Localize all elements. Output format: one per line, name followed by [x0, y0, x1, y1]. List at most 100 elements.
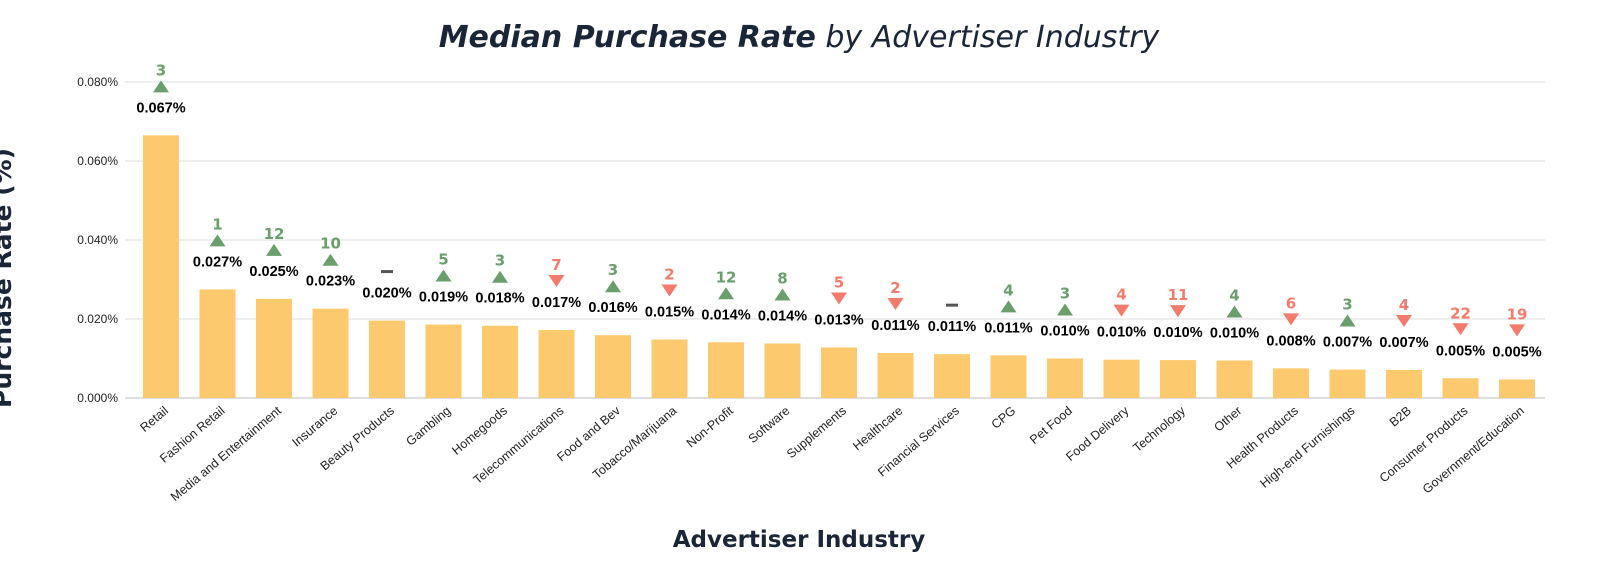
chart-title-rest: by Advertiser Industry — [815, 20, 1160, 55]
x-tick-label: Government/Education — [1420, 404, 1527, 497]
bar — [1386, 369, 1422, 398]
bar — [1442, 378, 1479, 398]
rank-change-label: 3 — [1060, 285, 1070, 303]
x-tick-label: Retail — [137, 404, 170, 435]
x-tick-label: Pet Food — [1027, 404, 1075, 447]
rank-up-icon — [605, 280, 621, 293]
rank-up-icon — [1000, 300, 1017, 313]
bar-value-label: 0.005% — [1492, 344, 1541, 360]
y-tick-label: 0.020% — [77, 312, 118, 326]
rank-change-label: 5 — [834, 273, 844, 291]
bar-value-label: 0.027% — [193, 254, 242, 270]
bar-value-label: 0.011% — [871, 318, 919, 334]
x-tick-label: Insurance — [289, 404, 340, 450]
bar — [143, 135, 179, 398]
x-tick-label: Gambling — [403, 404, 453, 449]
bar-value-label: 0.005% — [1436, 343, 1485, 359]
rank-up-icon — [153, 80, 169, 93]
rank-up-icon — [1339, 314, 1356, 327]
bar — [764, 343, 801, 398]
bar-value-label: 0.023% — [306, 274, 355, 290]
bar — [538, 330, 575, 398]
bar — [1103, 359, 1140, 398]
rank-change-label: 3 — [608, 261, 618, 279]
bar — [990, 355, 1027, 398]
bar — [651, 339, 688, 398]
y-tick-label: 0.080% — [77, 75, 118, 89]
bar-value-label: 0.007% — [1379, 335, 1428, 351]
bar-value-label: 0.019% — [419, 290, 468, 306]
chart-title-bold: Median Purchase Rate — [438, 20, 816, 55]
bar-value-label: 0.010% — [1153, 325, 1202, 341]
bar — [877, 352, 914, 398]
bar — [482, 325, 518, 398]
rank-change-label: 4 — [1003, 281, 1013, 299]
rank-up-icon — [774, 288, 791, 301]
bar-value-label: 0.016% — [588, 300, 637, 316]
x-tick-label: Media and Entertainment — [168, 403, 284, 504]
rank-up-icon — [266, 243, 282, 256]
rank-up-icon — [322, 253, 339, 266]
x-tick-label: Non-Profit — [684, 403, 737, 450]
bar — [199, 289, 236, 398]
rank-up-icon — [1226, 305, 1243, 318]
bar — [1499, 379, 1535, 398]
rank-change-label: 4 — [1229, 286, 1239, 304]
rank-up-icon — [1057, 303, 1073, 316]
rank-change-label: 11 — [1168, 286, 1189, 304]
bar — [1047, 358, 1083, 398]
rank-change-label: 12 — [264, 225, 285, 243]
x-tick-label: Healthcare — [850, 404, 905, 454]
rank-change-label: 22 — [1450, 304, 1471, 322]
x-tick-label: High-end Furnishings — [1257, 404, 1357, 491]
x-tick-label: Homegoods — [449, 404, 510, 458]
x-tick-label: Other — [1211, 404, 1244, 435]
bar-value-label: 0.014% — [701, 307, 750, 323]
x-tick-label: CPG — [989, 404, 1019, 432]
bar-value-label: 0.013% — [814, 312, 863, 328]
bar — [595, 335, 631, 398]
bar-value-label: 0.011% — [984, 320, 1032, 336]
bar-value-label: 0.017% — [532, 295, 581, 311]
y-tick-label: 0.060% — [77, 154, 118, 168]
rank-up-icon — [209, 234, 226, 247]
bar-value-label: 0.025% — [249, 264, 298, 280]
rank-up-icon — [718, 287, 734, 300]
rank-down-icon — [1509, 324, 1525, 337]
bar — [369, 320, 405, 398]
rank-change-label: 3 — [156, 61, 166, 79]
rank-change-label: 6 — [1286, 294, 1296, 312]
bar — [821, 347, 857, 398]
bar — [934, 354, 970, 398]
rank-down-icon — [661, 284, 678, 297]
rank-change-label: 19 — [1507, 305, 1528, 323]
rank-unchanged-icon — [946, 303, 958, 307]
rank-change-label: 7 — [551, 256, 561, 274]
chart-title: Median Purchase Rate by Advertiser Indus… — [0, 20, 1598, 55]
rank-unchanged-icon — [381, 270, 393, 274]
rank-up-icon — [435, 269, 452, 282]
bar — [1216, 360, 1253, 398]
rank-change-label: 10 — [320, 235, 341, 253]
rank-down-icon — [887, 297, 904, 310]
rank-up-icon — [492, 270, 508, 283]
bar — [708, 342, 744, 398]
rank-change-label: 3 — [1342, 296, 1352, 314]
rank-change-label: 3 — [495, 252, 505, 270]
y-tick-label: 0.000% — [77, 391, 118, 405]
rank-down-icon — [1452, 323, 1469, 336]
bar — [1329, 369, 1366, 398]
rank-change-label: 5 — [438, 251, 448, 269]
bar — [1160, 360, 1196, 398]
rank-down-icon — [831, 292, 847, 305]
x-axis-title: Advertiser Industry — [672, 527, 926, 553]
rank-down-icon — [1396, 314, 1412, 327]
bar — [256, 298, 292, 398]
bar — [1273, 368, 1309, 398]
x-tick-label: Technology — [1130, 403, 1188, 455]
bar-value-label: 0.018% — [475, 291, 524, 307]
x-tick-label: Food Delivery — [1063, 403, 1132, 464]
x-tick-label: B2B — [1387, 404, 1414, 430]
bar-value-label: 0.015% — [645, 305, 694, 321]
